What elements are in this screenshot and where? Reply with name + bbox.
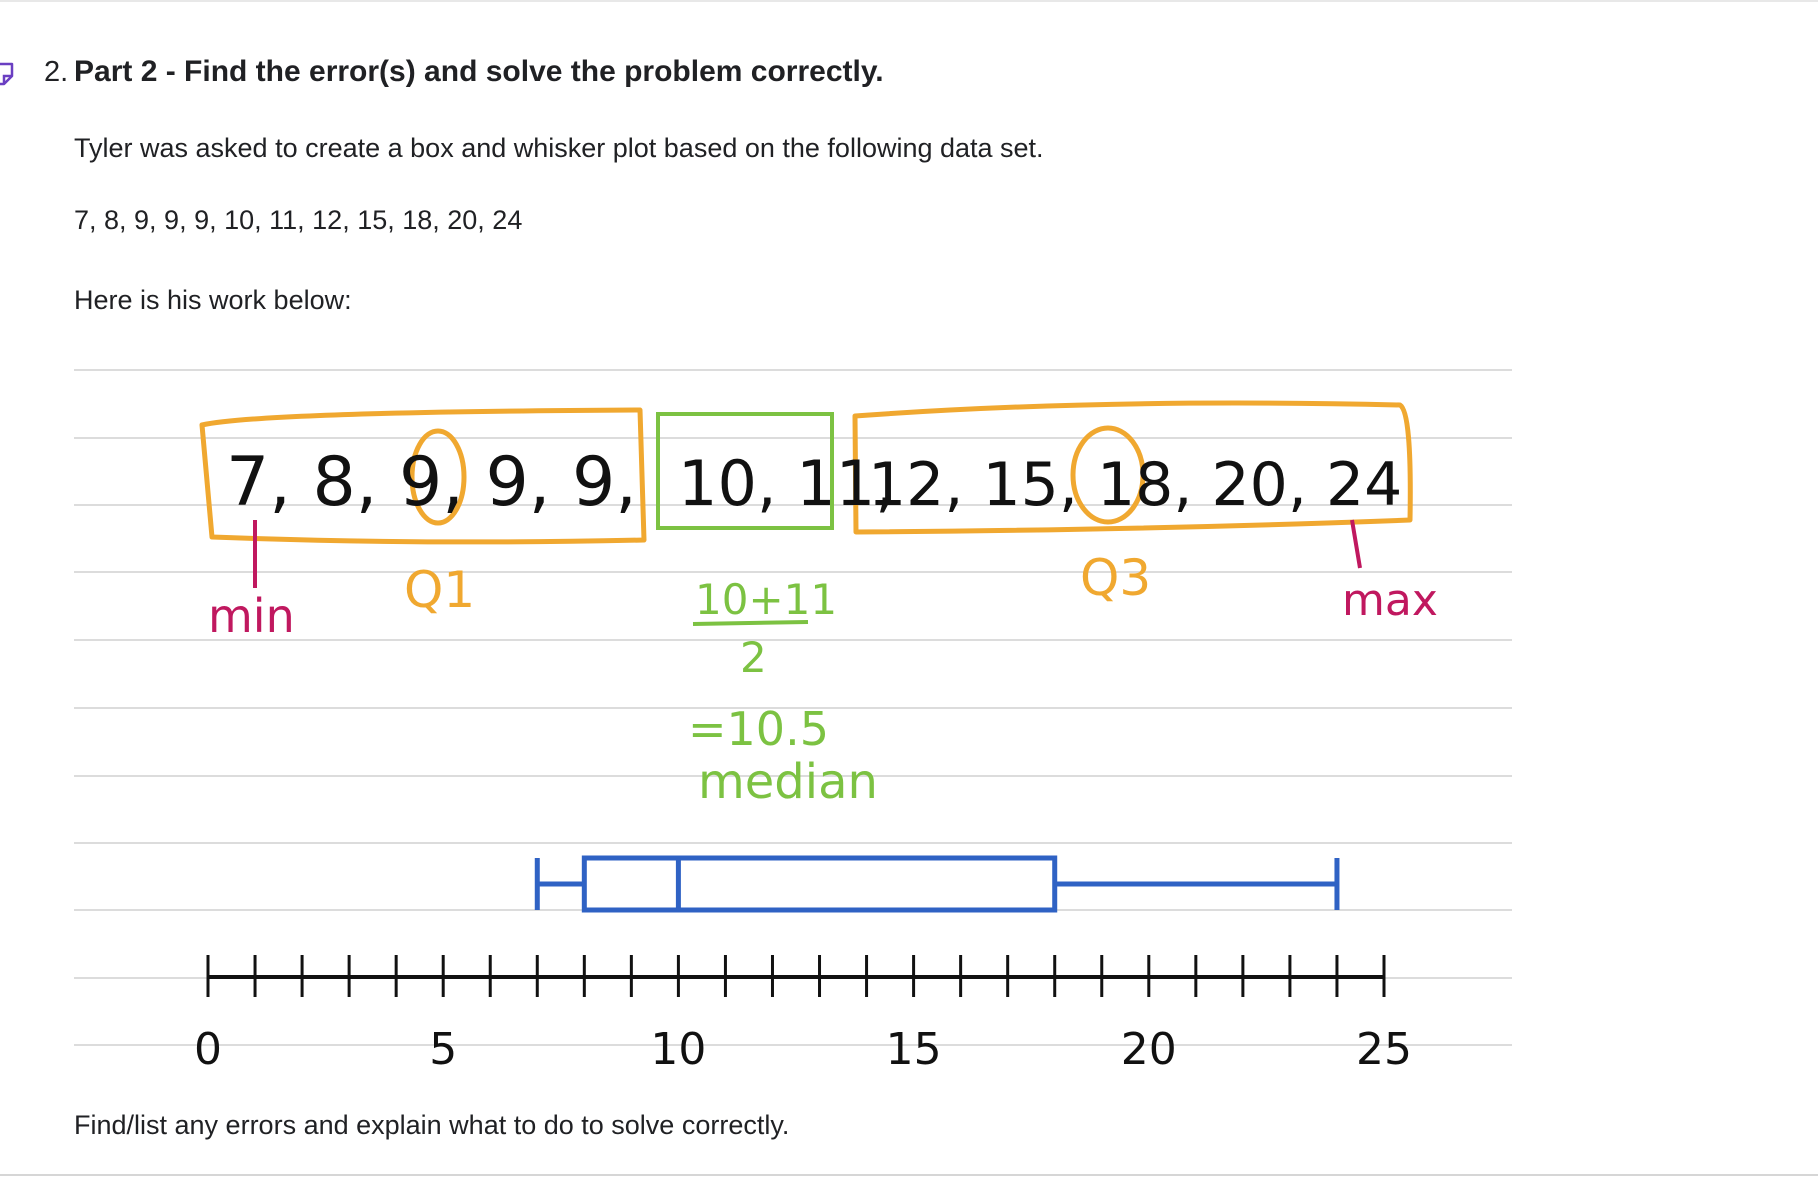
note-icon[interactable]: [0, 60, 24, 94]
bottom-divider: [0, 1174, 1818, 1176]
middle-numbers: 10, 11,: [678, 447, 895, 520]
lower-half-numbers: 7, 8, 9, 9, 9,: [226, 443, 637, 522]
work-intro: Here is his work below:: [74, 285, 352, 315]
instruction-text: Find/list any errors and explain what to…: [74, 1110, 790, 1140]
q1-circle: [409, 428, 467, 526]
question-number: 2.: [44, 56, 69, 88]
iqr-box: [581, 855, 1058, 913]
max-pointer: [1350, 519, 1362, 569]
q3-label: Q3: [1080, 549, 1151, 607]
data-set-text: 7, 8, 9, 9, 9, 10, 11, 12, 15, 18, 20, 2…: [74, 205, 523, 235]
upper-half-box: [852, 400, 1413, 535]
axis-tick-label: 10: [650, 1024, 706, 1075]
question-prompt: Tyler was asked to create a box and whis…: [74, 133, 1044, 163]
q3-circle: [1070, 425, 1146, 525]
axis-tick-label: 0: [194, 1024, 222, 1075]
axis-tick-label: 25: [1356, 1024, 1412, 1075]
median-value: =10.5: [688, 702, 829, 756]
q1-label: Q1: [404, 561, 475, 619]
median-denominator: 2: [740, 633, 767, 682]
question-title: Part 2 - Find the error(s) and solve the…: [74, 55, 884, 88]
median-label: median: [698, 754, 878, 810]
max-label: max: [1342, 575, 1438, 626]
axis-tick-label: 5: [429, 1024, 457, 1075]
axis-tick-label: 15: [886, 1024, 942, 1075]
lower-half-box: [199, 407, 647, 545]
min-label: min: [208, 589, 295, 643]
number-line: 0 5 10 15 20 25: [194, 955, 1412, 1075]
middle-box: [656, 412, 834, 530]
axis-tick-label: 20: [1121, 1024, 1177, 1075]
median-numerator: 10+11: [695, 575, 837, 624]
top-divider: [0, 0, 1818, 2]
upper-half-numbers: 12, 15, 18, 20, 24: [868, 450, 1402, 520]
box-plot: [534, 855, 1340, 913]
fraction-bar: [692, 620, 809, 626]
